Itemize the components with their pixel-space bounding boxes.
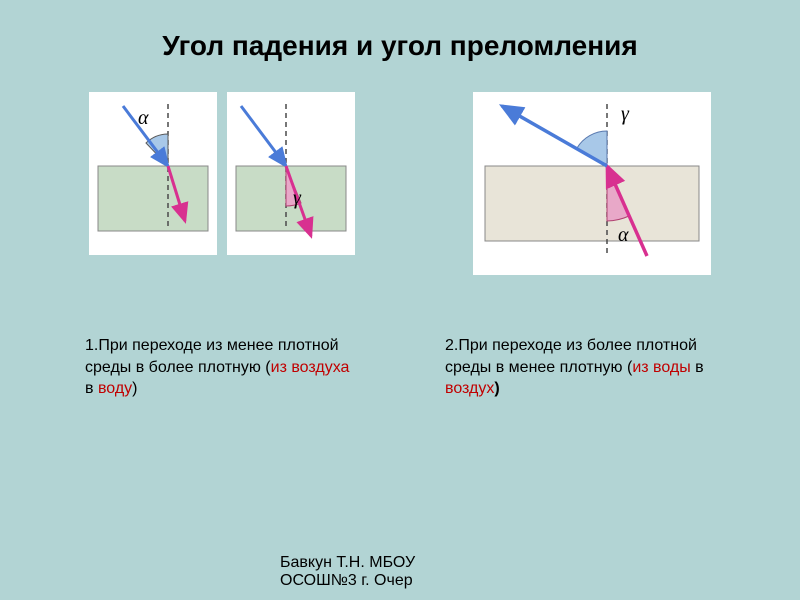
caption-left-suffix: ) [132, 380, 137, 397]
svg-text:α: α [138, 107, 149, 129]
diagram-water-to-air: αγ [473, 92, 711, 275]
diagram-gamma: γ [227, 92, 355, 255]
svg-text:α: α [618, 224, 629, 246]
captions-row: 1.При переходе из менее плотной среды в … [0, 335, 800, 400]
caption-right: 2.При переходе из более плотной среды в … [445, 335, 715, 400]
footer-line2: ОСОШ№3 г. Очер [280, 572, 413, 589]
diagram-alpha: α [89, 92, 217, 255]
caption-left: 1.При переходе из менее плотной среды в … [85, 335, 355, 400]
caption-right-mid: в [691, 359, 704, 376]
svg-text:γ: γ [293, 187, 302, 209]
footer-credit: Бавкун Т.Н. МБОУ ОСОШ№3 г. Очер [280, 554, 520, 590]
caption-right-red1: из воды [632, 359, 690, 376]
caption-right-suffix: ) [494, 380, 499, 397]
diagrams-row: α γ αγ [0, 92, 800, 275]
slide-title: Угол падения и угол преломления [0, 0, 800, 82]
caption-left-red2: воду [98, 380, 132, 397]
caption-right-red2: воздух [445, 380, 494, 397]
caption-left-mid: в [85, 380, 98, 397]
caption-left-red1: из воздуха [271, 359, 350, 376]
footer-line1: Бавкун Т.Н. МБОУ [280, 554, 415, 571]
left-diagram-group: α γ [89, 92, 355, 255]
svg-text:γ: γ [621, 103, 630, 125]
